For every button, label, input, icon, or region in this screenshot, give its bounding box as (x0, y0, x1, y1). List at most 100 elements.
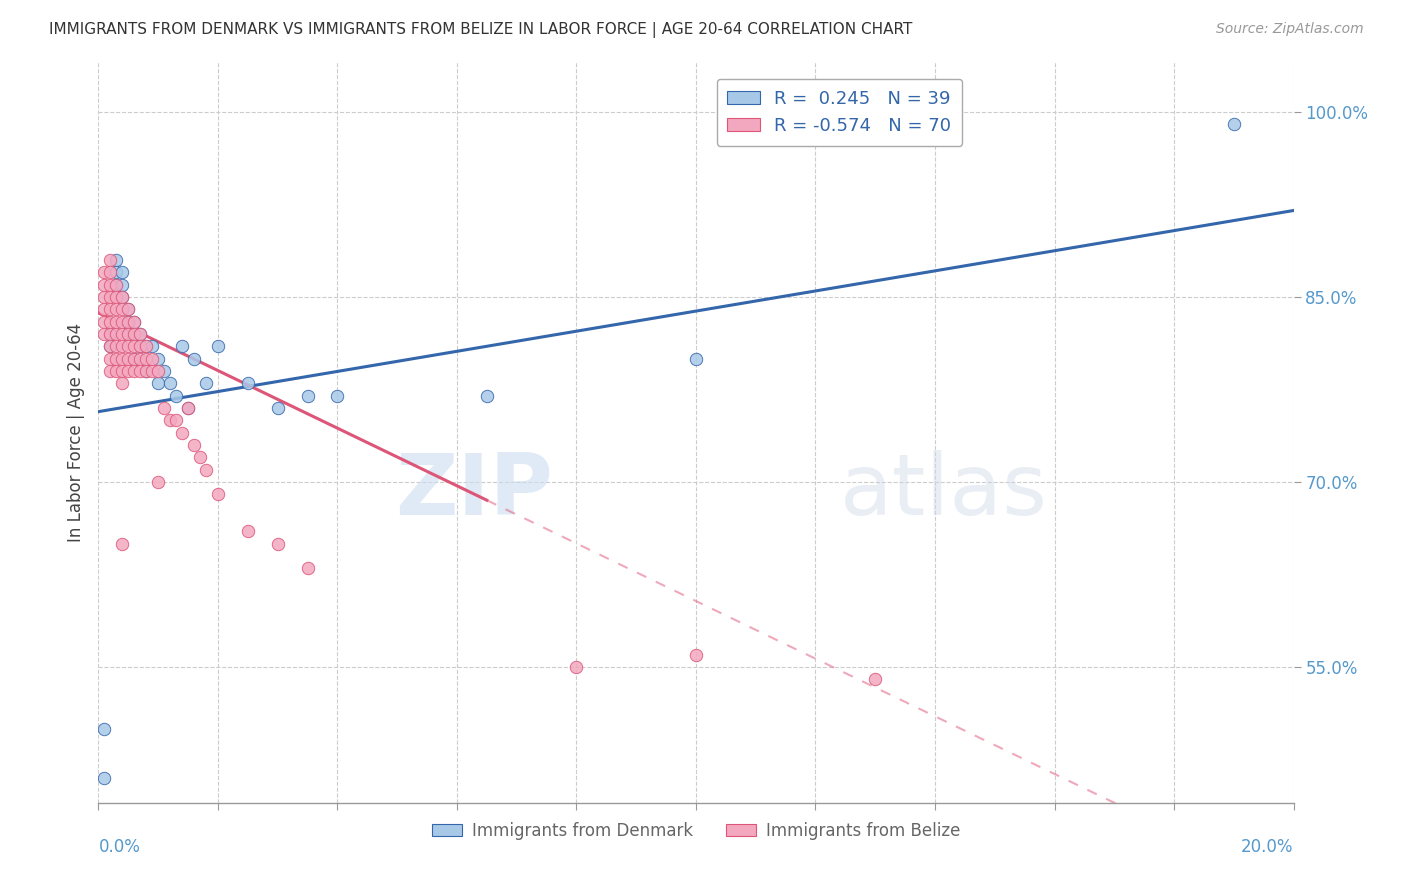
Text: 20.0%: 20.0% (1241, 838, 1294, 855)
Point (183, 351, 205, 366)
Point (141, 351, 163, 366)
Point (98, 265, 122, 279)
Point (111, 537, 134, 551)
Point (93, 277, 115, 292)
Point (98, 351, 122, 366)
Point (141, 339, 163, 353)
Point (111, 339, 134, 353)
Point (865, 673, 887, 687)
Point (297, 389, 319, 403)
Point (111, 302, 134, 317)
Point (98, 339, 122, 353)
Point (124, 315, 146, 329)
Point (117, 326, 139, 341)
Point (159, 413, 181, 427)
Point (124, 351, 146, 366)
Point (124, 326, 146, 341)
Point (98, 302, 122, 317)
Point (105, 326, 128, 341)
Point (124, 326, 146, 341)
Point (195, 463, 218, 477)
Point (105, 315, 128, 329)
Point (565, 660, 588, 674)
Point (148, 351, 170, 366)
Point (117, 339, 139, 353)
Point (236, 376, 259, 391)
Point (117, 302, 139, 317)
Point (124, 339, 146, 353)
Point (172, 339, 194, 353)
Point (172, 425, 194, 440)
Point (685, 351, 707, 366)
Point (105, 265, 128, 279)
Point (98, 326, 122, 341)
Point (177, 401, 200, 415)
Point (129, 364, 152, 378)
Point (117, 302, 139, 317)
Point (111, 364, 134, 378)
Point (117, 326, 139, 341)
Text: ZIP: ZIP (395, 450, 553, 533)
Point (148, 376, 170, 391)
Point (236, 524, 259, 539)
Text: IMMIGRANTS FROM DENMARK VS IMMIGRANTS FROM BELIZE IN LABOR FORCE | AGE 20-64 COR: IMMIGRANTS FROM DENMARK VS IMMIGRANTS FR… (49, 22, 912, 38)
Point (135, 351, 157, 366)
Point (129, 326, 152, 341)
Point (267, 537, 290, 551)
Point (98, 277, 122, 292)
Point (117, 315, 139, 329)
Point (148, 475, 170, 489)
Point (93, 326, 115, 341)
Point (93, 722, 115, 736)
Point (105, 290, 128, 304)
Point (177, 401, 200, 415)
Point (98, 252, 122, 267)
Point (135, 364, 157, 378)
Point (117, 351, 139, 366)
Point (159, 376, 181, 391)
Point (153, 364, 176, 378)
Point (105, 351, 128, 366)
Point (141, 364, 163, 378)
Point (165, 389, 187, 403)
Point (111, 265, 134, 279)
Point (105, 339, 128, 353)
Point (135, 339, 157, 353)
Point (188, 450, 211, 465)
Point (326, 389, 349, 403)
Point (105, 252, 128, 267)
Point (111, 290, 134, 304)
Text: atlas: atlas (839, 450, 1047, 533)
Point (111, 315, 134, 329)
Point (129, 326, 152, 341)
Point (475, 389, 498, 403)
Point (105, 364, 128, 378)
Point (111, 277, 134, 292)
Point (267, 401, 290, 415)
Point (297, 561, 319, 575)
Point (135, 364, 157, 378)
Point (129, 339, 152, 353)
Point (93, 290, 115, 304)
Point (98, 326, 122, 341)
Point (93, 302, 115, 317)
Point (98, 315, 122, 329)
Point (129, 351, 152, 366)
Point (148, 364, 170, 378)
Point (105, 302, 128, 317)
Point (98, 339, 122, 353)
Point (1223, 117, 1246, 131)
Y-axis label: In Labor Force | Age 20-64: In Labor Force | Age 20-64 (66, 323, 84, 542)
Point (124, 315, 146, 329)
Point (93, 771, 115, 785)
Point (153, 401, 176, 415)
Point (111, 326, 134, 341)
Point (183, 438, 205, 452)
Text: Source: ZipAtlas.com: Source: ZipAtlas.com (1216, 22, 1364, 37)
Point (129, 339, 152, 353)
Point (685, 648, 707, 662)
Point (98, 290, 122, 304)
Legend: Immigrants from Denmark, Immigrants from Belize: Immigrants from Denmark, Immigrants from… (425, 815, 967, 847)
Point (124, 364, 146, 378)
Point (111, 351, 134, 366)
